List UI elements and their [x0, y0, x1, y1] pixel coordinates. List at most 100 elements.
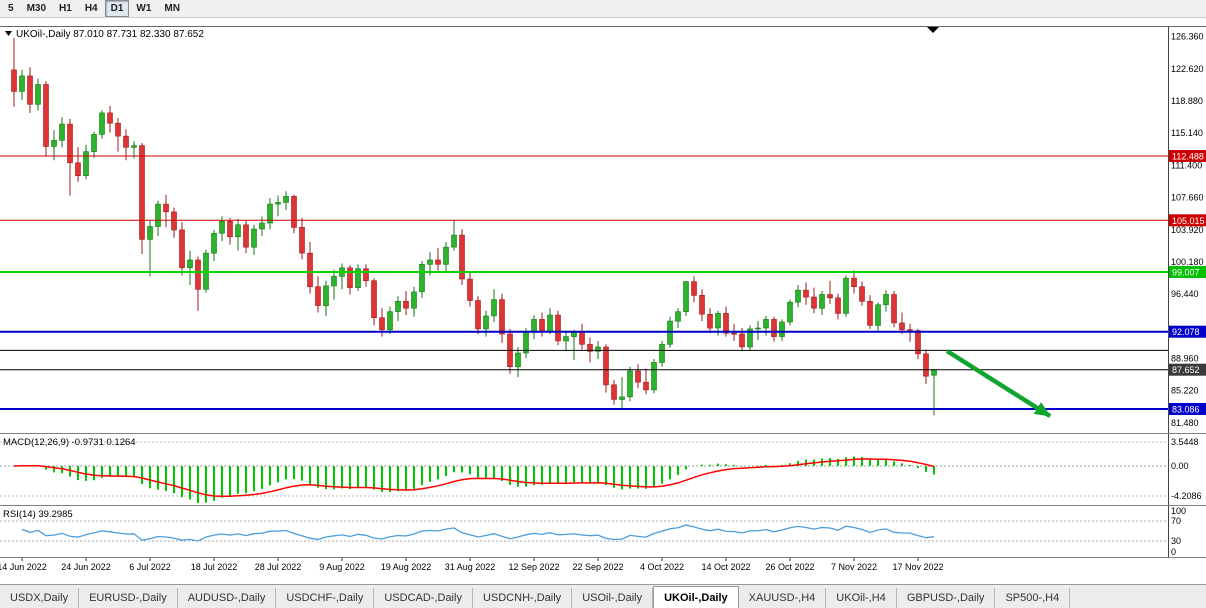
symbol-tab[interactable]: USOil-,Daily — [572, 588, 654, 608]
candle — [707, 308, 713, 334]
symbol-tab[interactable]: USDCNH-,Daily — [473, 588, 573, 608]
symbol-tab[interactable]: USDCAD-,Daily — [374, 588, 473, 608]
macd-signal-line — [13, 458, 935, 498]
date-label: 4 Oct 2022 — [640, 562, 684, 572]
candle-body — [411, 291, 417, 309]
chart-canvas[interactable]: UKOil-,Daily 87.010 87.731 82.330 87.652… — [0, 18, 1206, 584]
candle — [99, 110, 105, 139]
price-tick-label: 111.400 — [1171, 160, 1202, 170]
price-badge-text: 83.086 — [1172, 405, 1200, 415]
candle-body — [555, 314, 561, 342]
candle — [315, 276, 321, 313]
candle — [339, 263, 345, 290]
symbol-tab[interactable]: USDX,Daily — [0, 588, 80, 608]
candle — [27, 67, 33, 113]
symbol-tabbar: USDX,Daily EURUSD-,Daily AUDUSD-,Daily USDC… — [0, 584, 1206, 608]
timeframe-button-d1[interactable]: D1 — [104, 0, 130, 17]
rsi-tick-30: 30 — [1171, 536, 1181, 546]
candle — [867, 295, 873, 329]
candle-body — [371, 280, 377, 319]
candle — [803, 282, 809, 305]
candle — [875, 302, 881, 331]
candle-body — [891, 294, 897, 324]
date-label: 14 Oct 2022 — [701, 562, 750, 572]
candle — [819, 291, 825, 316]
candle-body — [171, 211, 177, 231]
date-label: 12 Sep 2022 — [508, 562, 559, 572]
candle-body — [483, 315, 489, 330]
candle-body — [387, 311, 393, 331]
candle — [571, 329, 577, 360]
symbol-tab[interactable]: USDCHF-,Daily — [276, 588, 375, 608]
symbol-tab[interactable]: SP500-,H4 — [995, 588, 1071, 608]
candle-body — [155, 203, 161, 227]
candle — [179, 222, 185, 276]
candle-body — [179, 229, 185, 269]
candle — [155, 200, 161, 236]
candle-body — [235, 224, 241, 238]
candle — [475, 296, 481, 334]
candle — [795, 285, 801, 308]
candle — [11, 38, 17, 107]
candle-body — [699, 294, 705, 315]
candle-body — [771, 319, 777, 337]
timeframe-button-h4[interactable]: H4 — [84, 3, 98, 14]
candle-body — [835, 297, 841, 314]
symbol-tab[interactable]: EURUSD-,Daily — [79, 588, 178, 608]
candle-body — [19, 75, 25, 92]
candle-body — [451, 234, 457, 248]
macd-tick-lower: -4.2086 — [1171, 491, 1202, 501]
symbol-tab[interactable]: UKOil-,Daily — [653, 586, 739, 608]
candle-body — [643, 381, 649, 391]
candle-body — [571, 331, 577, 337]
price-tick-label: 88.960 — [1171, 353, 1199, 363]
symbol-tab[interactable]: XAUUSD-,H4 — [739, 588, 827, 608]
price-badge — [1169, 214, 1206, 227]
price-lines-layer — [0, 155, 1168, 410]
date-label: 6 Jul 2022 — [129, 562, 171, 572]
timeframe-button-5[interactable]: 5 — [8, 3, 14, 14]
candle — [195, 256, 201, 311]
top-marker-icon — [927, 27, 939, 33]
candle — [331, 269, 337, 300]
symbol-tab[interactable]: UKOil-,H4 — [826, 588, 897, 608]
candle-body — [139, 145, 145, 240]
symbol-tab[interactable]: AUDUSD-,Daily — [178, 588, 277, 608]
candle-body — [755, 327, 761, 330]
candle — [291, 194, 297, 234]
timeframe-button-h1[interactable]: H1 — [59, 3, 72, 14]
candle-body — [683, 281, 689, 313]
candle-body — [323, 285, 329, 306]
candle — [35, 78, 41, 111]
candle — [419, 260, 425, 298]
candle — [531, 315, 537, 340]
price-badge-text: 112.488 — [1172, 152, 1204, 162]
candle — [139, 143, 145, 254]
candle — [499, 293, 505, 343]
candle — [435, 248, 441, 271]
trend-arrow-annotation[interactable] — [945, 349, 1052, 418]
timeframe-button-m30[interactable]: M30 — [26, 3, 47, 14]
candle — [907, 323, 913, 342]
price-tick-label: 85.220 — [1171, 386, 1199, 396]
candle-body — [795, 289, 801, 303]
candle — [835, 293, 841, 320]
timeframe-button-mn[interactable]: MN — [164, 3, 180, 14]
candle — [883, 290, 889, 312]
rsi-line — [21, 524, 935, 542]
candle — [467, 272, 473, 307]
candle-body — [299, 227, 305, 254]
candle-body — [131, 145, 137, 148]
candle — [699, 289, 705, 322]
date-label: 14 Jun 2022 — [0, 562, 47, 572]
candle — [451, 220, 457, 251]
candle-body — [635, 370, 641, 383]
candle — [251, 224, 257, 255]
symbol-tab[interactable]: GBPUSD-,Daily — [897, 588, 996, 608]
candle-body — [715, 313, 721, 329]
candle-body — [899, 322, 905, 331]
candle — [483, 310, 489, 337]
candle — [611, 379, 617, 405]
timeframe-button-w1[interactable]: W1 — [136, 3, 152, 14]
